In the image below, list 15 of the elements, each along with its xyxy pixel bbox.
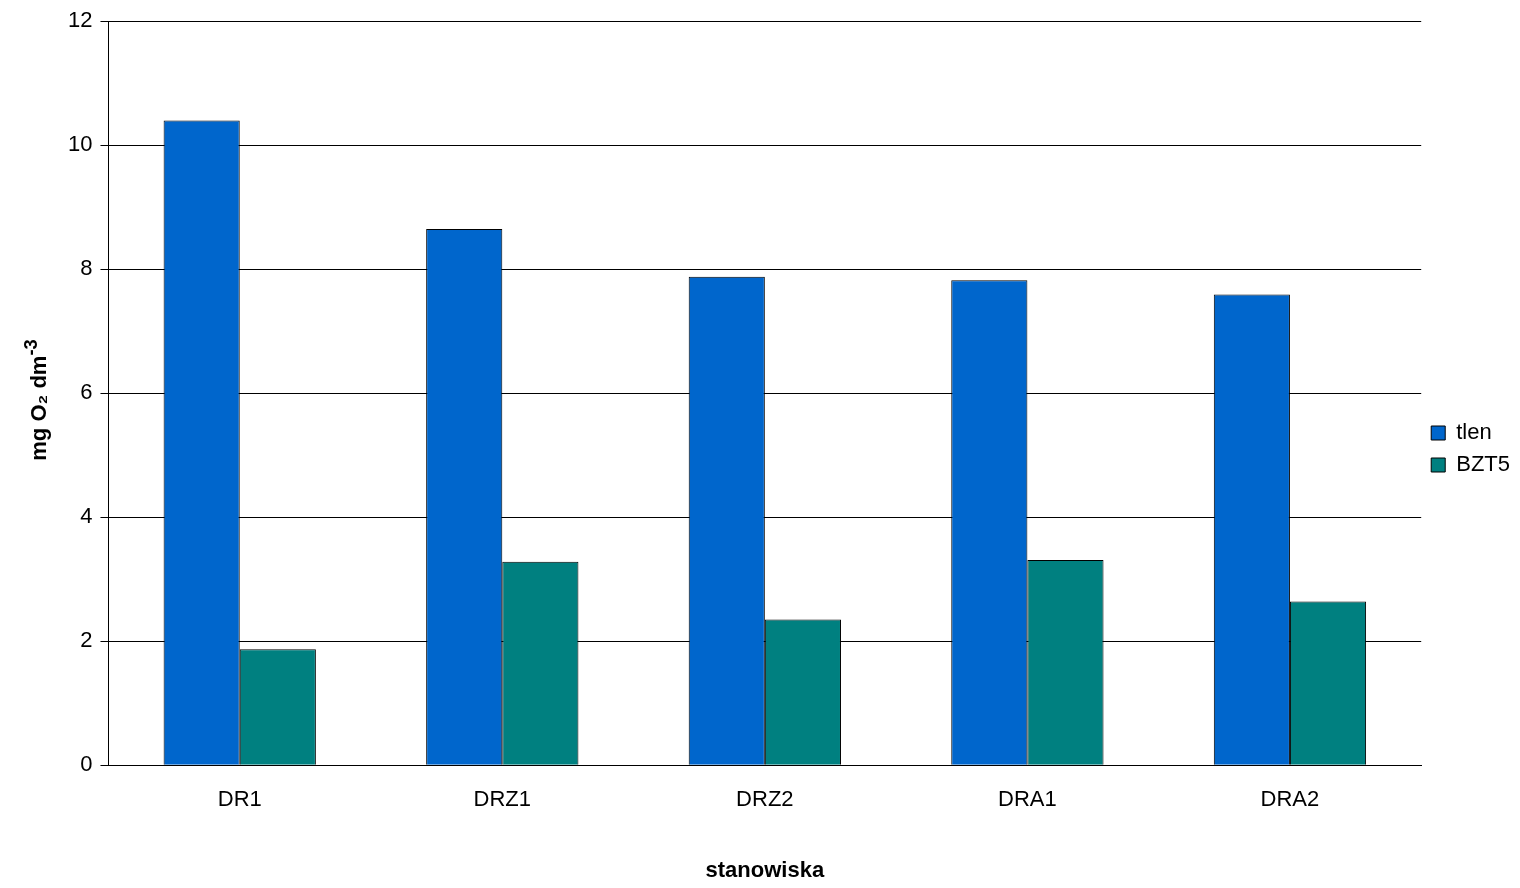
legend-label: tlen: [1456, 419, 1492, 445]
x-tick-label: DR1: [217, 786, 262, 812]
x-axis-title: stanowiska: [705, 856, 825, 882]
y-tick-label: 12: [67, 7, 93, 33]
y-tick-label: 2: [80, 627, 93, 653]
x-tick-label: DRA2: [1260, 786, 1320, 812]
legend-label: BZT5: [1456, 451, 1511, 477]
y-tick-label: 0: [80, 751, 93, 777]
y-tick-label: 4: [80, 503, 93, 529]
y-tick-label: 6: [80, 379, 93, 405]
x-tick-label: DRA1: [998, 786, 1057, 812]
y-tick-label: 10: [67, 131, 93, 157]
y-tick-label: 8: [80, 255, 93, 281]
x-tick-label: DRZ1: [473, 786, 532, 812]
x-tick-label: DRZ2: [736, 786, 794, 812]
